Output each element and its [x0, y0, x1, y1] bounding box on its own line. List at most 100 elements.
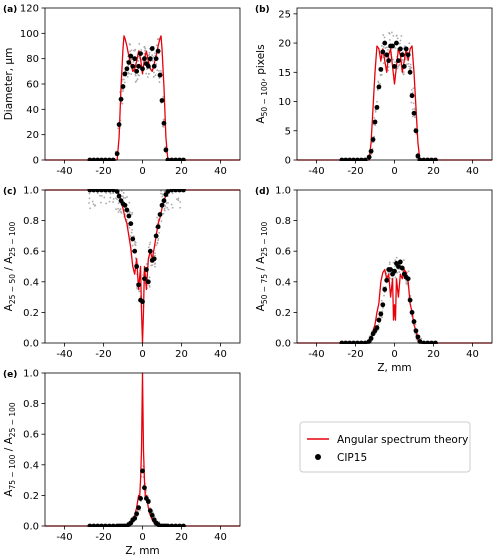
raw-sample-point — [129, 235, 132, 237]
raw-sample-point — [130, 58, 133, 61]
axes-frame — [44, 189, 241, 344]
raw-sample-point — [154, 262, 157, 265]
measured-point — [136, 63, 142, 69]
raw-sample-point — [377, 324, 380, 326]
raw-sample-point — [117, 211, 120, 214]
raw-sample-point — [88, 197, 91, 200]
x-tick-label: -40 — [56, 166, 72, 177]
raw-sample-point — [392, 35, 395, 37]
raw-sample-point — [161, 193, 164, 196]
x-tick-label: -40 — [56, 349, 72, 360]
raw-sample-point — [164, 205, 167, 208]
y-tick-label: 20 — [26, 130, 39, 141]
raw-sample-point — [98, 179, 100, 181]
x-tick-label: 40 — [466, 166, 479, 177]
raw-sample-point — [91, 200, 94, 203]
raw-sample-point — [96, 181, 98, 183]
y-tick-label: 0 — [285, 156, 291, 167]
raw-sample-point — [415, 338, 418, 341]
raw-sample-point — [410, 89, 413, 91]
raw-sample-point — [420, 337, 423, 340]
measured-point — [392, 268, 397, 274]
raw-sample-point — [122, 195, 124, 198]
raw-sample-point — [411, 91, 414, 94]
raw-sample-point — [147, 246, 150, 249]
raw-sample-point — [157, 38, 160, 40]
measured-point — [370, 137, 376, 142]
raw-sample-point — [151, 59, 154, 62]
x-axis-label: Z, mm — [377, 362, 411, 374]
x-tick-label: 20 — [175, 349, 188, 360]
measured-point — [147, 508, 153, 514]
measured-point — [411, 319, 417, 324]
raw-sample-point — [412, 102, 415, 105]
raw-sample-point — [112, 201, 114, 203]
raw-sample-point — [152, 75, 155, 78]
raw-sample-point — [122, 192, 125, 194]
measured-point — [390, 43, 395, 49]
legend-theory-label: Angular spectrum theory — [337, 434, 468, 446]
y-tick-label: 10 — [278, 97, 291, 108]
raw-sample-point — [171, 181, 173, 183]
plot-area — [297, 31, 492, 161]
y-tick-label: 0.2 — [23, 308, 39, 319]
measured-point — [122, 202, 128, 208]
measured-point — [140, 468, 145, 474]
x-tick-label: 0 — [391, 349, 397, 360]
raw-sample-point — [88, 173, 90, 175]
measured-point — [126, 213, 132, 219]
raw-sample-point — [112, 198, 115, 200]
axes-frame — [44, 7, 241, 161]
raw-sample-point — [93, 204, 96, 207]
y-tick-label: 120 — [20, 4, 39, 15]
raw-sample-point — [136, 287, 139, 290]
raw-sample-point — [158, 231, 161, 234]
theory-line — [45, 372, 240, 527]
raw-sample-point — [163, 190, 166, 193]
raw-sample-point — [148, 72, 150, 75]
y-tick-label: 0.2 — [275, 308, 291, 319]
x-tick-label: -40 — [56, 532, 72, 543]
raw-sample-point — [379, 74, 382, 77]
raw-sample-point — [183, 180, 185, 182]
y-tick-label: 1.0 — [23, 369, 39, 380]
raw-sample-point — [402, 73, 405, 75]
measured-point — [374, 325, 380, 331]
measured-point — [132, 515, 138, 521]
raw-sample-point — [401, 59, 404, 61]
measured-point — [401, 64, 407, 69]
raw-sample-point — [167, 201, 169, 204]
y-tick-label: 0.8 — [275, 216, 291, 227]
y-tick-label: 0.6 — [23, 247, 39, 258]
raw-sample-point — [377, 81, 380, 84]
raw-sample-point — [139, 509, 141, 512]
x-tick-label: -20 — [95, 166, 111, 177]
raw-sample-point — [121, 187, 123, 189]
panel-label: (a) — [3, 5, 17, 15]
measured-point — [372, 119, 378, 125]
raw-sample-point — [143, 45, 146, 48]
raw-sample-point — [148, 284, 151, 287]
measured-point — [151, 256, 157, 262]
x-tick-label: 40 — [214, 532, 227, 543]
raw-sample-point — [414, 116, 416, 119]
raw-sample-point — [93, 184, 95, 186]
raw-sample-point — [165, 202, 168, 205]
x-tick-label: 20 — [175, 166, 188, 177]
measured-point — [376, 84, 382, 90]
y-tick-label: 5 — [285, 126, 291, 137]
x-tick-label: -40 — [308, 349, 324, 360]
raw-sample-point — [398, 63, 401, 66]
raw-sample-point — [151, 54, 154, 57]
raw-sample-point — [143, 52, 146, 55]
theory-line — [45, 35, 240, 161]
legend: Angular spectrum theory CIP15 — [299, 421, 471, 473]
raw-sample-point — [410, 101, 413, 104]
raw-sample-point — [411, 108, 414, 111]
raw-sample-point — [124, 197, 127, 199]
measured-point — [142, 56, 147, 62]
y-tick-label: 25 — [278, 9, 291, 20]
raw-sample-point — [388, 32, 391, 35]
measured-point — [145, 279, 151, 285]
raw-sample-point — [382, 34, 385, 36]
